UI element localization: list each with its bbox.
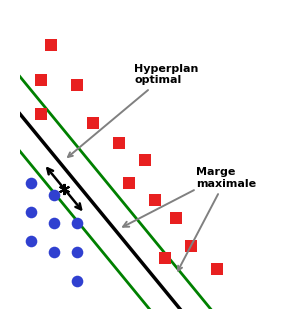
Point <box>75 221 79 226</box>
Point <box>90 120 95 125</box>
Point <box>189 244 194 249</box>
Point <box>39 77 43 82</box>
Point <box>52 221 56 226</box>
Point <box>153 198 157 203</box>
Point <box>52 249 56 255</box>
Point <box>28 238 33 243</box>
Point <box>75 278 79 283</box>
Point <box>52 192 56 197</box>
Point <box>39 112 43 117</box>
Text: Hyperplan
optimal: Hyperplan optimal <box>68 64 199 157</box>
Point <box>163 255 168 260</box>
Point <box>28 209 33 214</box>
Point <box>28 181 33 186</box>
Point <box>127 181 131 186</box>
Point <box>75 83 79 88</box>
Point <box>49 43 54 48</box>
Point <box>116 140 121 145</box>
Point <box>75 249 79 255</box>
Point <box>173 215 178 220</box>
Point <box>142 158 147 163</box>
Point <box>215 267 219 272</box>
Text: Marge
maximale: Marge maximale <box>178 167 257 271</box>
